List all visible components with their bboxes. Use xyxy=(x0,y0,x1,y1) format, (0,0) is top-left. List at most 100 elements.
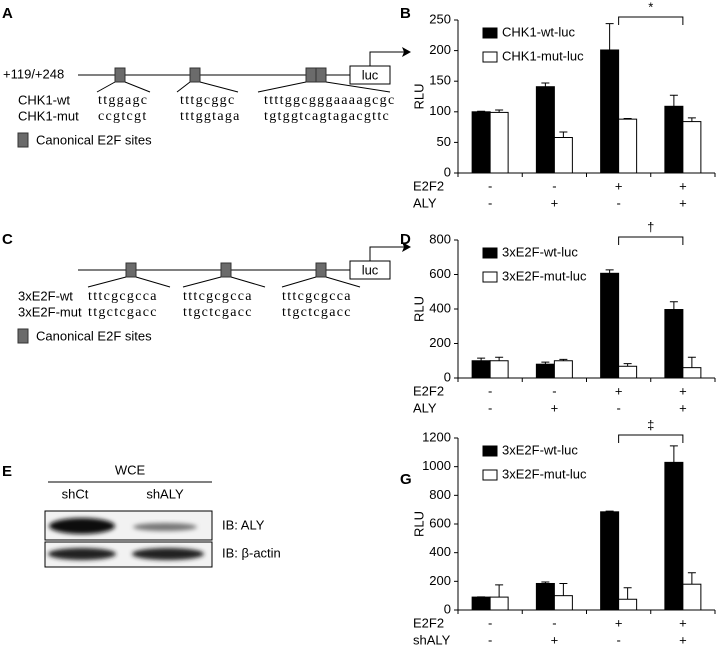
panel-a: A +119/+248 luc CHK1-wt CHK1-mut ttggagc… xyxy=(2,5,411,148)
y-axis-label: RLU xyxy=(411,296,426,322)
e2f-site xyxy=(114,67,126,83)
bar xyxy=(535,582,555,611)
blot-header: WCE xyxy=(115,462,146,477)
condition-value: - xyxy=(488,195,492,210)
tss-arrow xyxy=(369,51,404,66)
condition-value: - xyxy=(616,195,620,210)
condition-value: - xyxy=(488,178,492,193)
error-bar xyxy=(669,301,678,310)
panel-label: B xyxy=(400,5,411,22)
condition-value: - xyxy=(488,383,492,398)
band xyxy=(49,518,115,534)
e2f-site xyxy=(220,262,232,278)
condition-value: + xyxy=(551,400,559,415)
y-tick-label: 800 xyxy=(429,487,451,502)
bar xyxy=(553,360,573,379)
bar xyxy=(553,595,573,611)
legend-swatch xyxy=(482,247,498,259)
bar xyxy=(664,105,684,174)
legend-label: CHK1-wt-luc xyxy=(502,24,575,39)
y-tick-label: 600 xyxy=(429,515,451,530)
error-bar xyxy=(669,94,678,107)
error-bar xyxy=(559,358,568,361)
error-bar xyxy=(669,445,678,463)
legend-label: Canonical E2F sites xyxy=(36,132,152,147)
significance-mark: * xyxy=(648,0,653,14)
bar xyxy=(600,49,620,174)
legend-swatch xyxy=(482,271,498,283)
condition-label: E2F2 xyxy=(413,615,444,630)
condition-value: - xyxy=(488,632,492,647)
bar xyxy=(471,111,491,174)
row-label: 3xE2F-wt xyxy=(18,288,73,303)
band xyxy=(48,548,116,560)
sequence: tttgcggc xyxy=(180,93,236,108)
condition-value: - xyxy=(552,615,556,630)
sequence: ttgctcgacc xyxy=(282,305,352,320)
band xyxy=(132,548,204,560)
condition-value: + xyxy=(615,383,623,398)
y-tick-label: 1000 xyxy=(422,458,451,473)
condition-value: - xyxy=(488,400,492,415)
error-bar xyxy=(687,572,696,585)
condition-label: E2F2 xyxy=(413,178,444,193)
bar xyxy=(664,309,684,379)
sequence: ttgctcgacc xyxy=(183,305,253,320)
bar xyxy=(682,367,702,379)
condition-value: + xyxy=(679,615,687,630)
legend-swatch xyxy=(17,328,29,344)
condition-value: + xyxy=(679,195,687,210)
condition-value: + xyxy=(551,195,559,210)
error-bar xyxy=(687,117,696,122)
y-tick-label: 400 xyxy=(429,544,451,559)
e2f-site xyxy=(315,67,327,83)
panel-label: E xyxy=(2,463,12,480)
panel-e: E WCE shCt shALY IB: ALY IB: β-actin xyxy=(2,462,281,568)
y-tick-label: 100 xyxy=(429,103,451,118)
e2f-site xyxy=(189,67,201,83)
bar xyxy=(535,363,555,379)
error-bar xyxy=(477,110,486,112)
bar xyxy=(535,86,555,174)
row-label: CHK1-mut xyxy=(18,108,79,123)
condition-label: E2F2 xyxy=(413,383,444,398)
condition-value: - xyxy=(616,400,620,415)
y-tick-label: 50 xyxy=(437,134,451,149)
sequence: tgtggtcagtagacgttc xyxy=(264,109,390,124)
bar xyxy=(489,111,509,174)
error-bar xyxy=(495,109,504,113)
band xyxy=(133,523,197,531)
bar xyxy=(553,137,573,174)
bar xyxy=(489,596,509,611)
reporter-label: luc xyxy=(362,262,379,277)
sequence: ccgtcgt xyxy=(98,109,148,124)
error-bar xyxy=(605,269,614,274)
tss-arrow xyxy=(369,246,404,261)
position-label: +119/+248 xyxy=(3,66,64,81)
sequence: ttgctcgacc xyxy=(88,305,158,320)
error-bar xyxy=(541,581,550,584)
error-bar xyxy=(477,357,486,361)
row-label: CHK1-wt xyxy=(18,92,70,107)
y-tick-label: 0 xyxy=(444,601,451,616)
condition-label: shALY xyxy=(413,632,451,647)
reporter-label: luc xyxy=(362,67,379,82)
sequence: tttcgcgcca xyxy=(88,289,158,304)
bar xyxy=(618,598,638,611)
legend-label: CHK1-mut-luc xyxy=(502,48,584,63)
sequence: tttggtaga xyxy=(180,109,241,124)
panel-label: G xyxy=(400,471,412,488)
sequence: tttcgcgcca xyxy=(282,289,352,304)
condition-value: - xyxy=(488,615,492,630)
sequence: ttggagc xyxy=(98,93,148,108)
significance-mark: ‡ xyxy=(647,417,654,432)
condition-value: + xyxy=(551,632,559,647)
y-tick-label: 200 xyxy=(429,573,451,588)
blot-label: IB: ALY xyxy=(222,517,265,532)
condition-value: + xyxy=(615,615,623,630)
bar xyxy=(600,511,620,611)
panel-label: A xyxy=(2,5,13,22)
e2f-site xyxy=(315,262,327,278)
legend-swatch xyxy=(482,27,498,39)
y-tick-label: 200 xyxy=(429,42,451,57)
